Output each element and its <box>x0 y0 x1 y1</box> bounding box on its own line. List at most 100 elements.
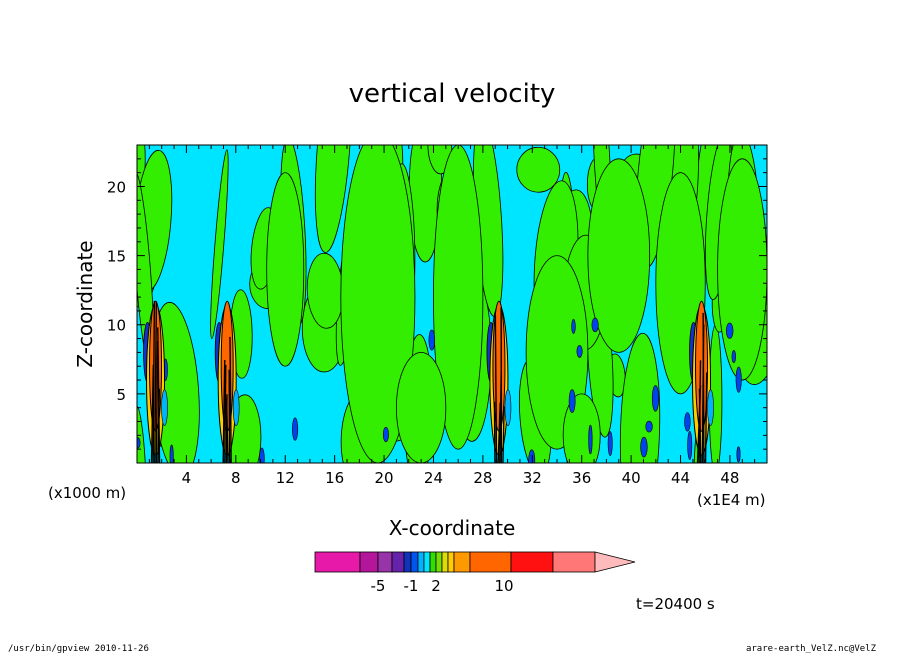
x-tick-label: 32 <box>523 469 542 487</box>
contour-line <box>157 327 161 463</box>
negative-velocity-blob <box>428 329 436 351</box>
positive-velocity-region <box>717 158 767 381</box>
negative-velocity-blob <box>568 389 576 414</box>
colorbar-segment <box>359 551 379 573</box>
negative-velocity-blob <box>588 424 593 455</box>
x-tick-label: 28 <box>473 469 492 487</box>
negative-velocity-blob <box>651 385 659 412</box>
contour-line <box>225 398 229 463</box>
negative-velocity-blob <box>736 446 741 463</box>
colorbar-extend-arrow <box>594 551 636 573</box>
contour-line <box>222 359 226 463</box>
negative-velocity-blob <box>259 447 265 463</box>
x-tick-label: 8 <box>231 469 241 487</box>
x-tick-label: 16 <box>325 469 344 487</box>
negative-velocity-blob <box>640 436 648 458</box>
chart-title: vertical velocity <box>349 79 556 109</box>
x-tick-label: 12 <box>276 469 295 487</box>
flank-region <box>161 389 168 426</box>
negative-velocity-blob <box>528 449 536 463</box>
colorbar-tick-label: 2 <box>431 577 441 595</box>
time-label: t=20400 s <box>636 595 715 613</box>
footer-left: /usr/bin/gpview 2010-11-26 <box>8 644 149 654</box>
contour-line <box>224 364 227 463</box>
colorbar <box>314 551 636 573</box>
flank-region <box>707 389 714 426</box>
positive-velocity-region <box>587 158 651 353</box>
contour-line <box>704 372 708 463</box>
positive-velocity-region <box>427 145 453 175</box>
negative-velocity-blob <box>169 444 174 463</box>
y-tick-label: 5 <box>116 386 126 404</box>
contour-line <box>154 301 158 463</box>
colorbar-segment <box>453 551 471 573</box>
negative-velocity-blob <box>684 412 691 432</box>
contour-line <box>702 312 705 463</box>
positive-velocity-region <box>619 332 661 463</box>
negative-velocity-blob <box>725 322 734 339</box>
z-unit-label: (x1000 m) <box>48 484 126 502</box>
y-axis-ticks: 5 10 15 20 <box>107 158 767 450</box>
footer-right: arare-earth_VelZ.nc@VelZ <box>746 644 877 654</box>
contour-line <box>150 364 155 463</box>
colorbar-segment <box>403 551 412 573</box>
colorbar-segment <box>441 551 449 573</box>
x-tick-label: 44 <box>671 469 690 487</box>
positive-velocity-region <box>266 172 305 367</box>
x-tick-label: 48 <box>720 469 739 487</box>
colorbar-ticks: -5 -1 2 10 <box>371 577 514 595</box>
y-tick-label: 15 <box>107 248 126 266</box>
plot-area <box>137 145 767 463</box>
updraft-core <box>695 300 709 432</box>
contour-line <box>155 340 159 463</box>
contour-line <box>152 300 156 463</box>
colorbar-segment <box>377 551 393 573</box>
y-tick-label: 10 <box>107 317 126 335</box>
colorbar-tick-label: 10 <box>494 577 513 595</box>
x-tick-label: 36 <box>572 469 591 487</box>
negative-velocity-blob <box>571 319 576 334</box>
contour-line <box>502 406 505 463</box>
plot-frame <box>136 144 768 464</box>
positive-velocity-region <box>562 393 601 463</box>
negative-velocity-blob <box>137 437 141 449</box>
colorbar-segment <box>391 551 405 573</box>
colorbar-segment <box>447 551 455 573</box>
negative-velocity-blob <box>687 430 693 460</box>
negative-velocity-blob <box>591 317 599 333</box>
x-tick-label: 24 <box>424 469 443 487</box>
colorbar-segment <box>435 551 443 573</box>
velocity-field <box>137 145 767 463</box>
positive-velocity-region <box>516 146 561 193</box>
x-axis-ticks: 4 8 12 16 20 24 28 32 36 40 44 48 <box>148 145 756 487</box>
x-unit-label: (x1E4 m) <box>697 491 766 509</box>
negative-velocity-blob <box>576 345 583 358</box>
negative-velocity-blob <box>735 366 742 393</box>
y-tick-label: 20 <box>107 178 126 196</box>
colorbar-segment <box>510 551 554 573</box>
contour-line <box>494 315 498 463</box>
colorbar-segment <box>314 551 361 573</box>
negative-velocity-blob <box>607 431 613 456</box>
positive-velocity-region <box>433 145 484 450</box>
positive-velocity-region <box>210 149 229 340</box>
colorbar-segment <box>469 551 512 573</box>
positive-velocity-region <box>396 352 447 463</box>
colorbar-tick-label: -5 <box>371 577 386 595</box>
updraft-columns <box>143 300 714 463</box>
contour-line <box>698 388 702 463</box>
negative-velocity-blob <box>645 420 653 433</box>
colorbar-segment <box>429 551 437 573</box>
colorbar-segment <box>423 551 431 573</box>
colorbar-segment <box>552 551 596 573</box>
x-tick-label: 4 <box>182 469 192 487</box>
positive-velocity-region <box>137 405 147 463</box>
contour-line <box>229 336 232 463</box>
x-axis-label: X-coordinate <box>389 516 516 540</box>
x-tick-label: 40 <box>622 469 641 487</box>
positive-velocity-region <box>314 145 352 253</box>
y-axis-label: Z-coordinate <box>73 240 97 367</box>
flank-region <box>504 389 512 426</box>
colorbar-segment <box>417 551 425 573</box>
